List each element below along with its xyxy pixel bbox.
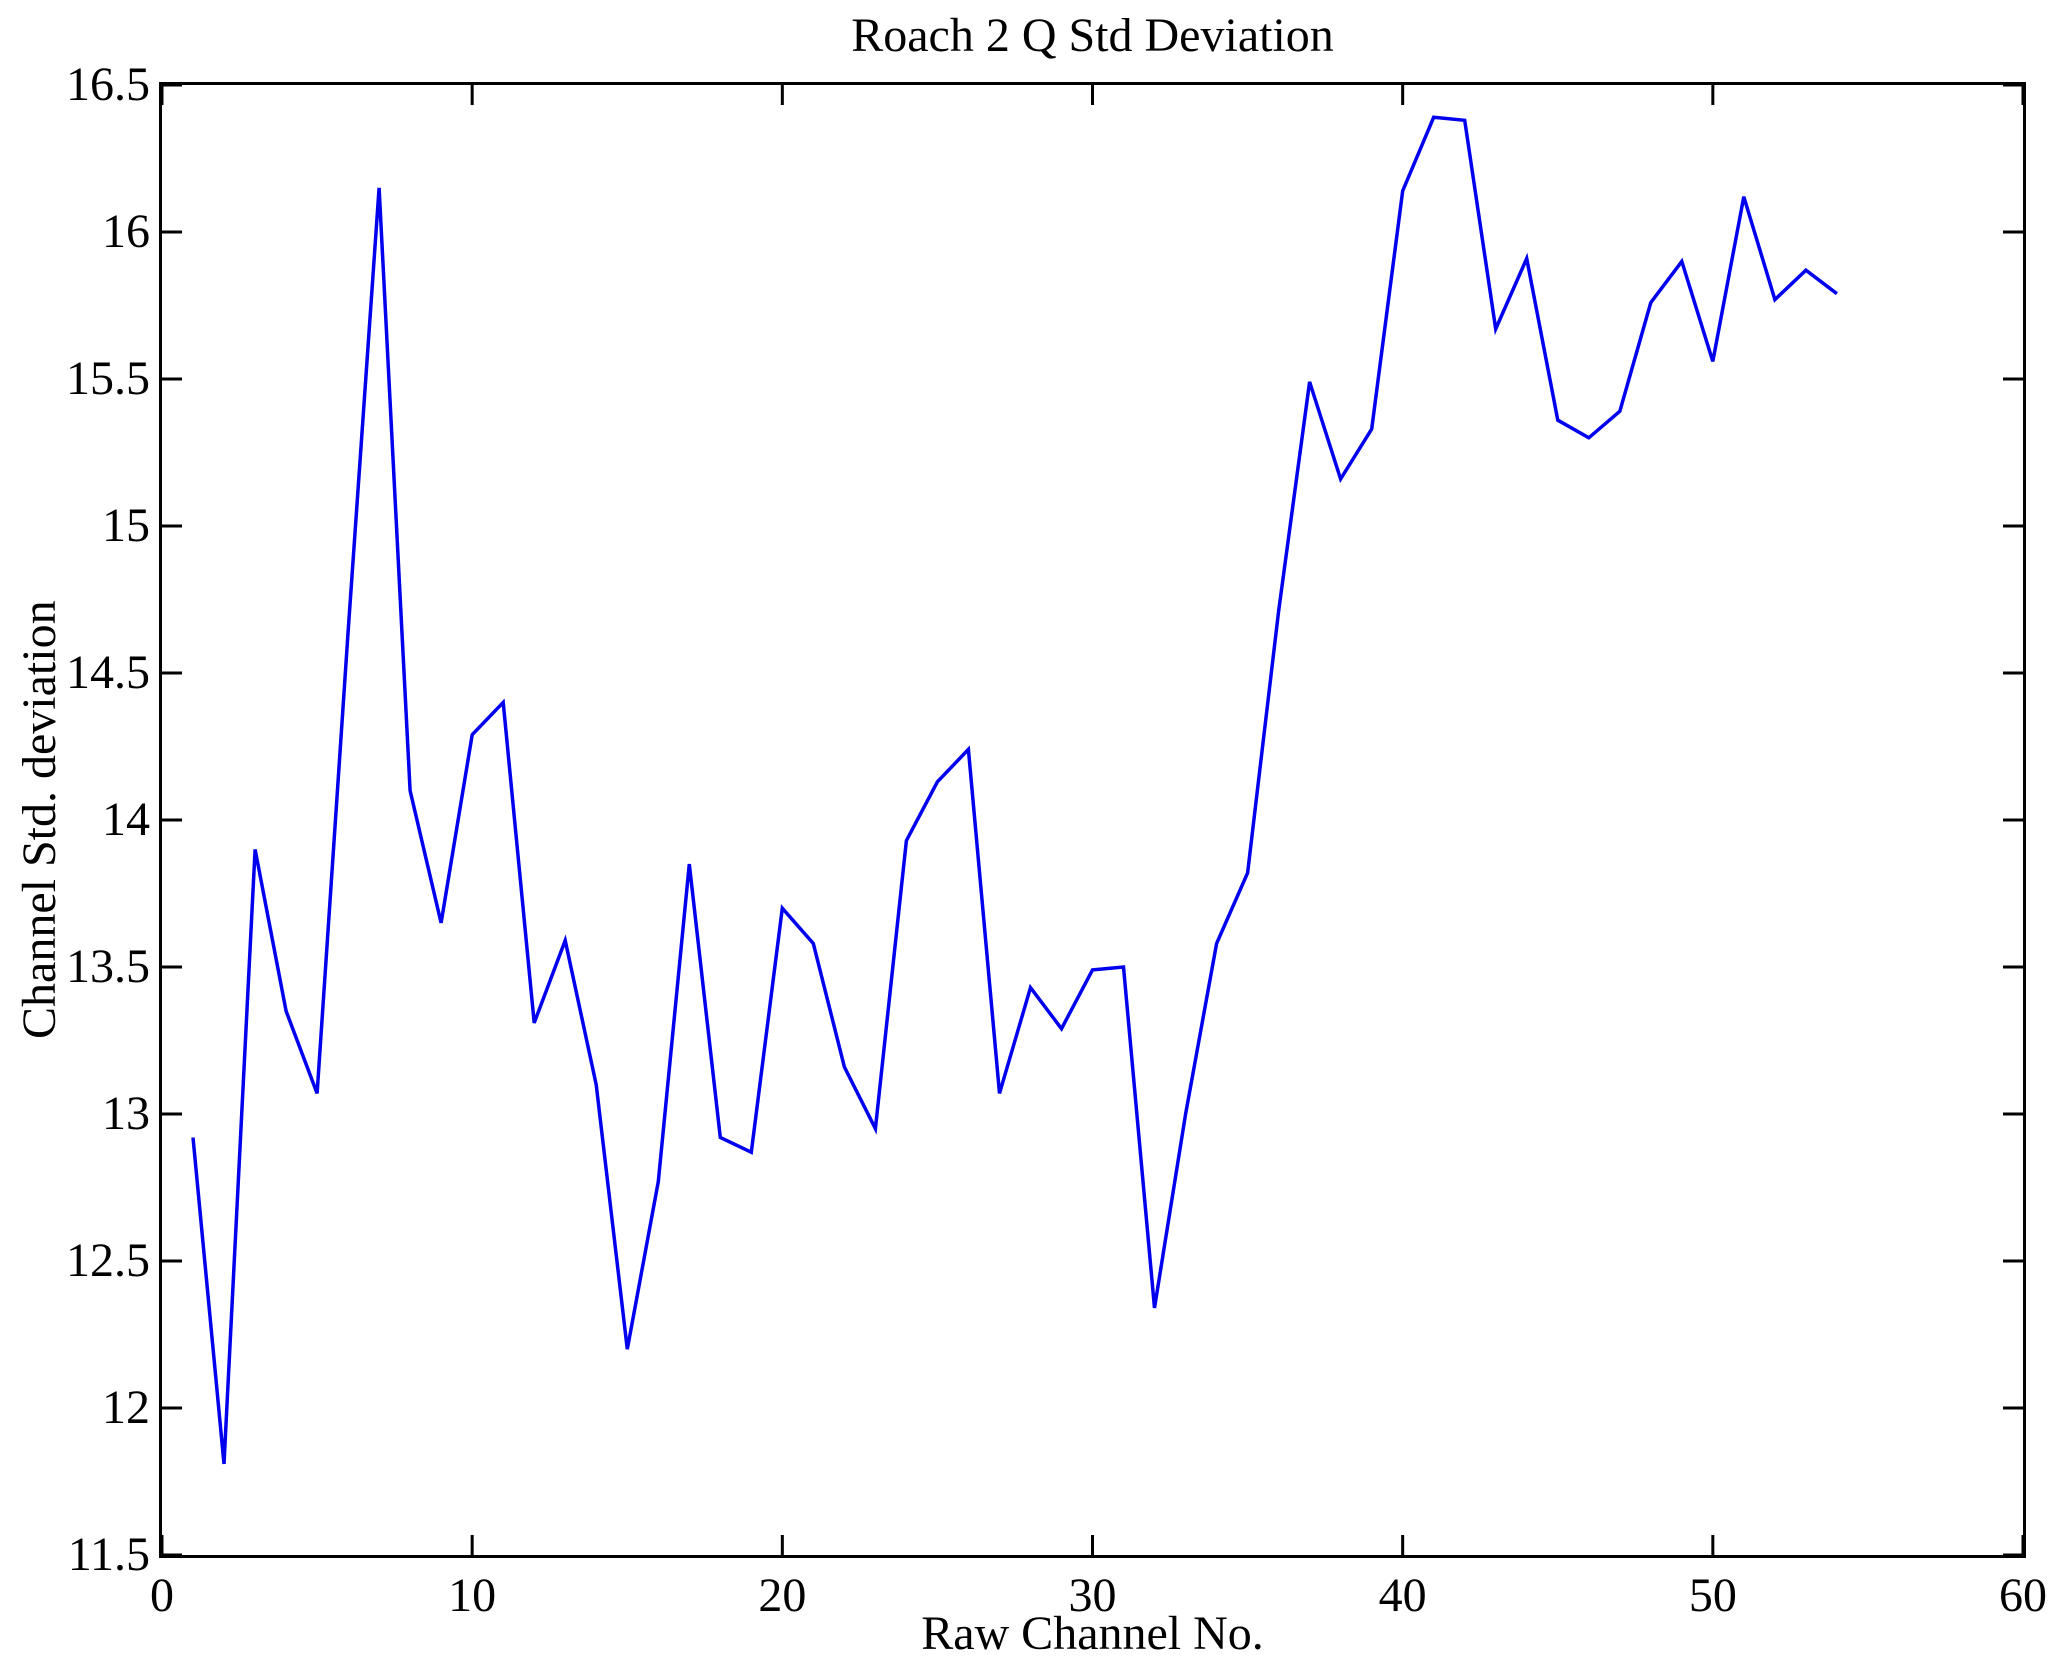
y-tick-label: 12.5 bbox=[66, 1234, 150, 1287]
x-tick-label: 60 bbox=[1999, 1569, 2047, 1622]
y-tick-label: 16.5 bbox=[66, 58, 150, 111]
y-tick-label: 14.5 bbox=[66, 646, 150, 699]
x-tick-label: 10 bbox=[448, 1569, 497, 1622]
y-tick-label: 16 bbox=[102, 205, 150, 258]
y-tick-label: 12 bbox=[102, 1381, 150, 1434]
chart-title: Roach 2 Q Std Deviation bbox=[851, 9, 1334, 62]
x-tick-label: 50 bbox=[1688, 1569, 1737, 1622]
x-tick-label: 40 bbox=[1378, 1569, 1427, 1622]
y-tick-label: 15.5 bbox=[66, 352, 150, 405]
plot-area bbox=[159, 82, 2026, 1558]
x-tick-label: 20 bbox=[758, 1569, 807, 1622]
axis-ticks bbox=[162, 85, 2023, 1555]
x-tick-label: 0 bbox=[150, 1569, 174, 1622]
x-axis-label: Raw Channel No. bbox=[921, 1607, 1264, 1660]
y-tick-label: 14 bbox=[102, 793, 150, 846]
y-tick-label: 13 bbox=[102, 1087, 150, 1140]
x-tick-label: 30 bbox=[1068, 1569, 1117, 1622]
data-series-line bbox=[191, 115, 1838, 1465]
y-tick-label: 15 bbox=[102, 499, 150, 552]
y-tick-label: 11.5 bbox=[67, 1528, 150, 1581]
line-plot bbox=[162, 85, 2023, 1555]
y-tick-label: 13.5 bbox=[66, 940, 150, 993]
